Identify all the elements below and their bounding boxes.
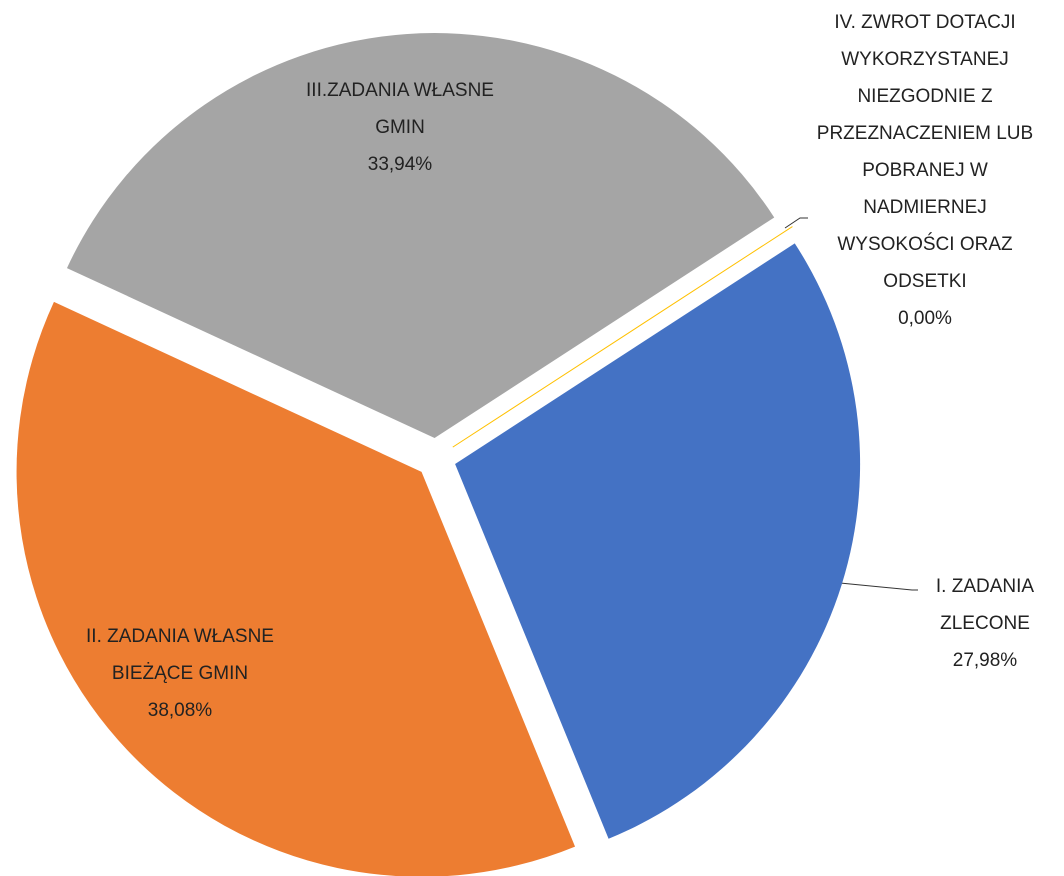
leader-line	[839, 582, 918, 591]
category-label: IV. ZWROT DOTACJI WYKORZYSTANEJ NIEZGODN…	[816, 12, 1034, 292]
category-label: I. ZADANIA ZLECONE	[935, 576, 1035, 634]
pie-slice	[66, 33, 775, 439]
data-label: IV. ZWROT DOTACJI WYKORZYSTANEJ NIEZGODN…	[805, 4, 1045, 337]
data-label: II. ZADANIA WŁASNE BIEŻĄCE GMIN 38,08%	[85, 618, 275, 729]
pie-slice	[455, 243, 861, 839]
data-label: I. ZADANIA ZLECONE 27,98%	[895, 568, 1064, 679]
leader-line	[784, 217, 808, 229]
category-label: III.ZADANIA WŁASNE GMIN	[306, 80, 494, 138]
data-label: III.ZADANIA WŁASNE GMIN 33,94%	[300, 72, 500, 183]
pie-slice	[16, 301, 576, 876]
value-label: 33,94%	[367, 154, 433, 175]
value-label: 38,08%	[147, 700, 213, 721]
pie-slice	[452, 226, 793, 448]
value-label: 0,00%	[898, 308, 952, 329]
category-label: II. ZADANIA WŁASNE BIEŻĄCE GMIN	[86, 626, 274, 684]
value-label: 27,98%	[952, 650, 1018, 671]
